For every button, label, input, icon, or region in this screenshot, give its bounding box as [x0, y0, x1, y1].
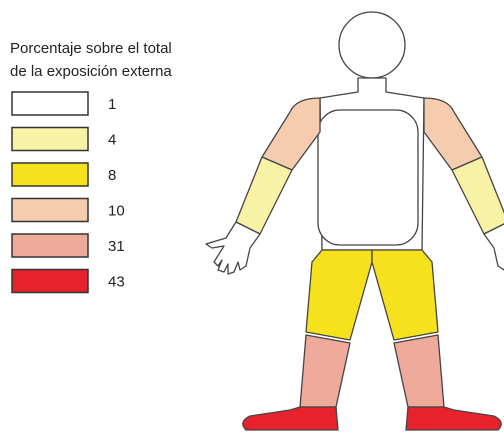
legend-swatch — [11, 197, 89, 223]
shin — [299, 334, 351, 408]
legend-label: 1 — [108, 96, 116, 113]
body — [205, 11, 504, 431]
legend-swatch — [11, 268, 89, 294]
upper-arm — [261, 97, 321, 171]
legend-label: 10 — [108, 203, 125, 220]
legend-title: de la exposición externa — [10, 63, 172, 80]
legend: Porcentaje sobre el total de la exposici… — [10, 40, 172, 294]
head — [338, 11, 406, 79]
legend-label: 43 — [108, 274, 125, 291]
legend-swatch — [11, 233, 89, 258]
legend-swatch — [11, 162, 89, 187]
foot — [242, 406, 339, 431]
forearm — [235, 156, 293, 235]
body-left-side — [205, 97, 373, 431]
legend-swatch — [11, 126, 89, 152]
torso-panel — [317, 109, 419, 246]
thigh — [305, 249, 373, 341]
legend-title: Porcentaje sobre el total — [10, 40, 172, 57]
legend-swatch — [11, 91, 89, 116]
legend-label: 8 — [108, 167, 116, 184]
legend-label: 4 — [108, 132, 116, 149]
legend-label: 31 — [108, 238, 125, 255]
hand — [205, 221, 261, 275]
